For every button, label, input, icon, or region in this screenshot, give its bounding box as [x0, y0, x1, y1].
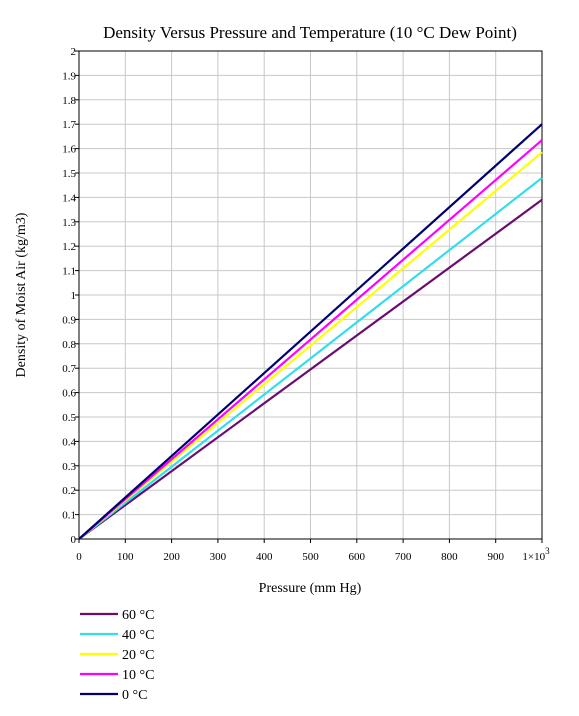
- series-line: [78, 177, 543, 540]
- y-tick-label: 1.1: [62, 266, 76, 278]
- x-tick-label: 800: [441, 551, 458, 563]
- x-tick-label: 400: [256, 551, 273, 563]
- y-axis-label: Density of Moist Air (kg/m3): [14, 212, 29, 377]
- y-tick-label: 1.3: [62, 217, 76, 229]
- y-tick-label: 1.7: [62, 119, 76, 131]
- y-tick-label: 1.4: [62, 192, 76, 204]
- x-tick-label: 0: [76, 551, 82, 563]
- legend-label: 20 °C: [122, 648, 154, 663]
- series-line: [78, 123, 543, 540]
- y-tick-label: 0.5: [62, 412, 76, 424]
- y-tick-label: 0.8: [62, 339, 76, 351]
- y-tick-label: 2: [71, 46, 77, 58]
- y-tick-label: 0.2: [62, 485, 76, 497]
- y-tick-label: 0.4: [62, 436, 76, 448]
- series-lines: [78, 123, 543, 540]
- y-tick-label: 0.1: [62, 510, 76, 522]
- x-tick-label: 700: [395, 551, 412, 563]
- y-tick-label: 1: [71, 290, 77, 302]
- y-tick-label: 0.6: [62, 388, 76, 400]
- y-tick-label: 1.5: [62, 168, 76, 180]
- grid: [79, 51, 542, 539]
- legend-label: 0 °C: [122, 688, 147, 703]
- legend-label: 60 °C: [122, 608, 154, 623]
- series-line: [78, 151, 543, 540]
- x-axis-ticks: 0 100 200 300 400 500 600 700 800 900 1×103: [76, 539, 550, 563]
- x-tick-exponent: 3: [545, 546, 550, 556]
- y-tick-label: 1.9: [62, 70, 76, 82]
- y-tick-label: 0.7: [62, 363, 76, 375]
- y-tick-label: 0.9: [62, 314, 76, 326]
- chart-title: Density Versus Pressure and Temperature …: [103, 23, 517, 42]
- series-line: [78, 198, 543, 540]
- legend: 60 °C 40 °C 20 °C 10 °C 0 °C: [80, 608, 154, 703]
- series-line: [78, 139, 543, 540]
- legend-label: 10 °C: [122, 668, 154, 683]
- x-tick-label: 500: [302, 551, 319, 563]
- x-axis-label: Pressure (mm Hg): [259, 581, 362, 596]
- y-axis-ticks: 0 0.1 0.2 0.3 0.4 0.5 0.6 0.7 0.8 0.9 1 1.1 1.2 1.3 1.…: [62, 46, 79, 546]
- x-tick-label: 300: [210, 551, 227, 563]
- y-tick-label: 1.8: [62, 95, 76, 107]
- legend-label: 40 °C: [122, 628, 154, 643]
- x-tick-label: 100: [117, 551, 134, 563]
- y-tick-label: 1.2: [62, 241, 76, 253]
- x-tick-label: 900: [487, 551, 504, 563]
- x-tick-label: 200: [163, 551, 180, 563]
- y-tick-label: 0: [71, 534, 77, 546]
- y-tick-label: 1.6: [62, 144, 76, 156]
- x-tick-label: 1×103: [522, 546, 550, 563]
- y-tick-label: 0.3: [62, 461, 76, 473]
- x-tick-label: 600: [349, 551, 366, 563]
